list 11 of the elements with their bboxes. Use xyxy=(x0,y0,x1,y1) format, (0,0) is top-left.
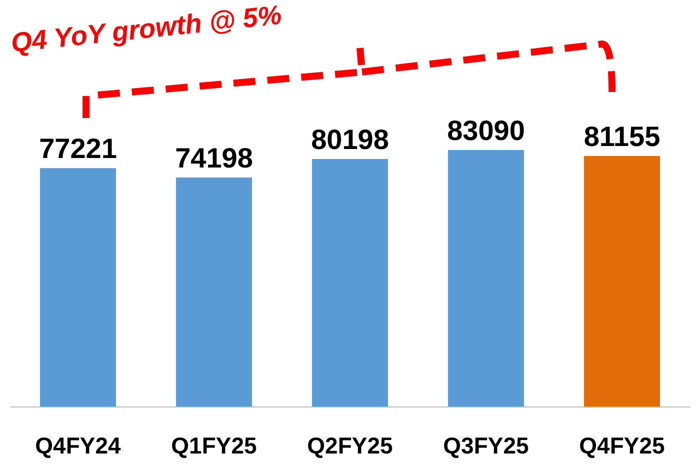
data-label: 81155 xyxy=(584,120,660,152)
data-label: 77221 xyxy=(39,133,117,164)
x-tick-label: Q4FY25 xyxy=(579,432,666,458)
data-label: 83090 xyxy=(447,115,525,146)
text: Q4 YoY growth @ 5% xyxy=(9,0,284,58)
x-tick-label: Q2FY25 xyxy=(307,432,394,458)
data-label: 74198 xyxy=(175,142,253,174)
x-tick-label: Q3FY25 xyxy=(443,432,530,458)
x-tick-label: Q4FY24 xyxy=(35,432,122,458)
data-label: 80198 xyxy=(311,124,389,155)
x-tick-label: Q1FY25 xyxy=(171,432,258,458)
